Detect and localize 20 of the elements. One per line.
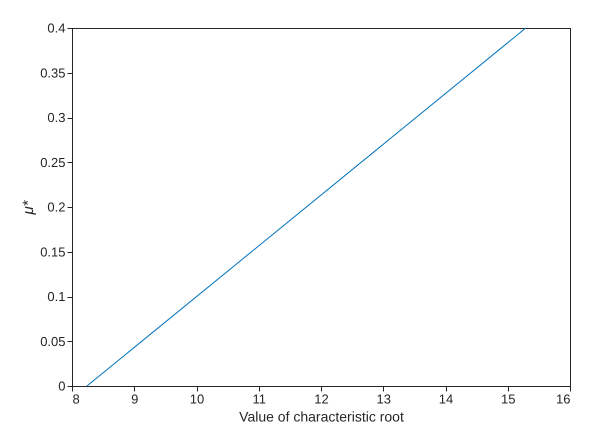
y-tick-label: 0.4 — [47, 20, 66, 36]
y-tick-label: 0.15 — [40, 244, 66, 260]
y-axis-title: μ* — [20, 199, 38, 216]
x-tick-label: 12 — [314, 392, 329, 406]
x-tick-label: 9 — [131, 392, 138, 406]
x-tick-label: 11 — [252, 392, 266, 406]
x-tick-label: 14 — [438, 392, 454, 406]
y-tick-label: 0 — [58, 378, 66, 394]
x-axis-title: Value of characteristic root — [239, 408, 404, 424]
x-tick-label: 15 — [501, 392, 516, 406]
y-tick-label: 0.25 — [40, 154, 66, 170]
y-tick-label: 0.35 — [40, 65, 66, 80]
y-tick-label: 0.3 — [47, 110, 66, 125]
x-tick-label: 13 — [376, 392, 391, 406]
x-tick-label: 10 — [190, 392, 204, 406]
y-tick-label: 0.2 — [47, 200, 66, 214]
x-tick-label: 16 — [556, 392, 570, 406]
x-tick-label: 8 — [72, 392, 80, 406]
y-tick-label: 0.1 — [47, 289, 66, 304]
y-tick-label: 0.05 — [40, 334, 66, 349]
